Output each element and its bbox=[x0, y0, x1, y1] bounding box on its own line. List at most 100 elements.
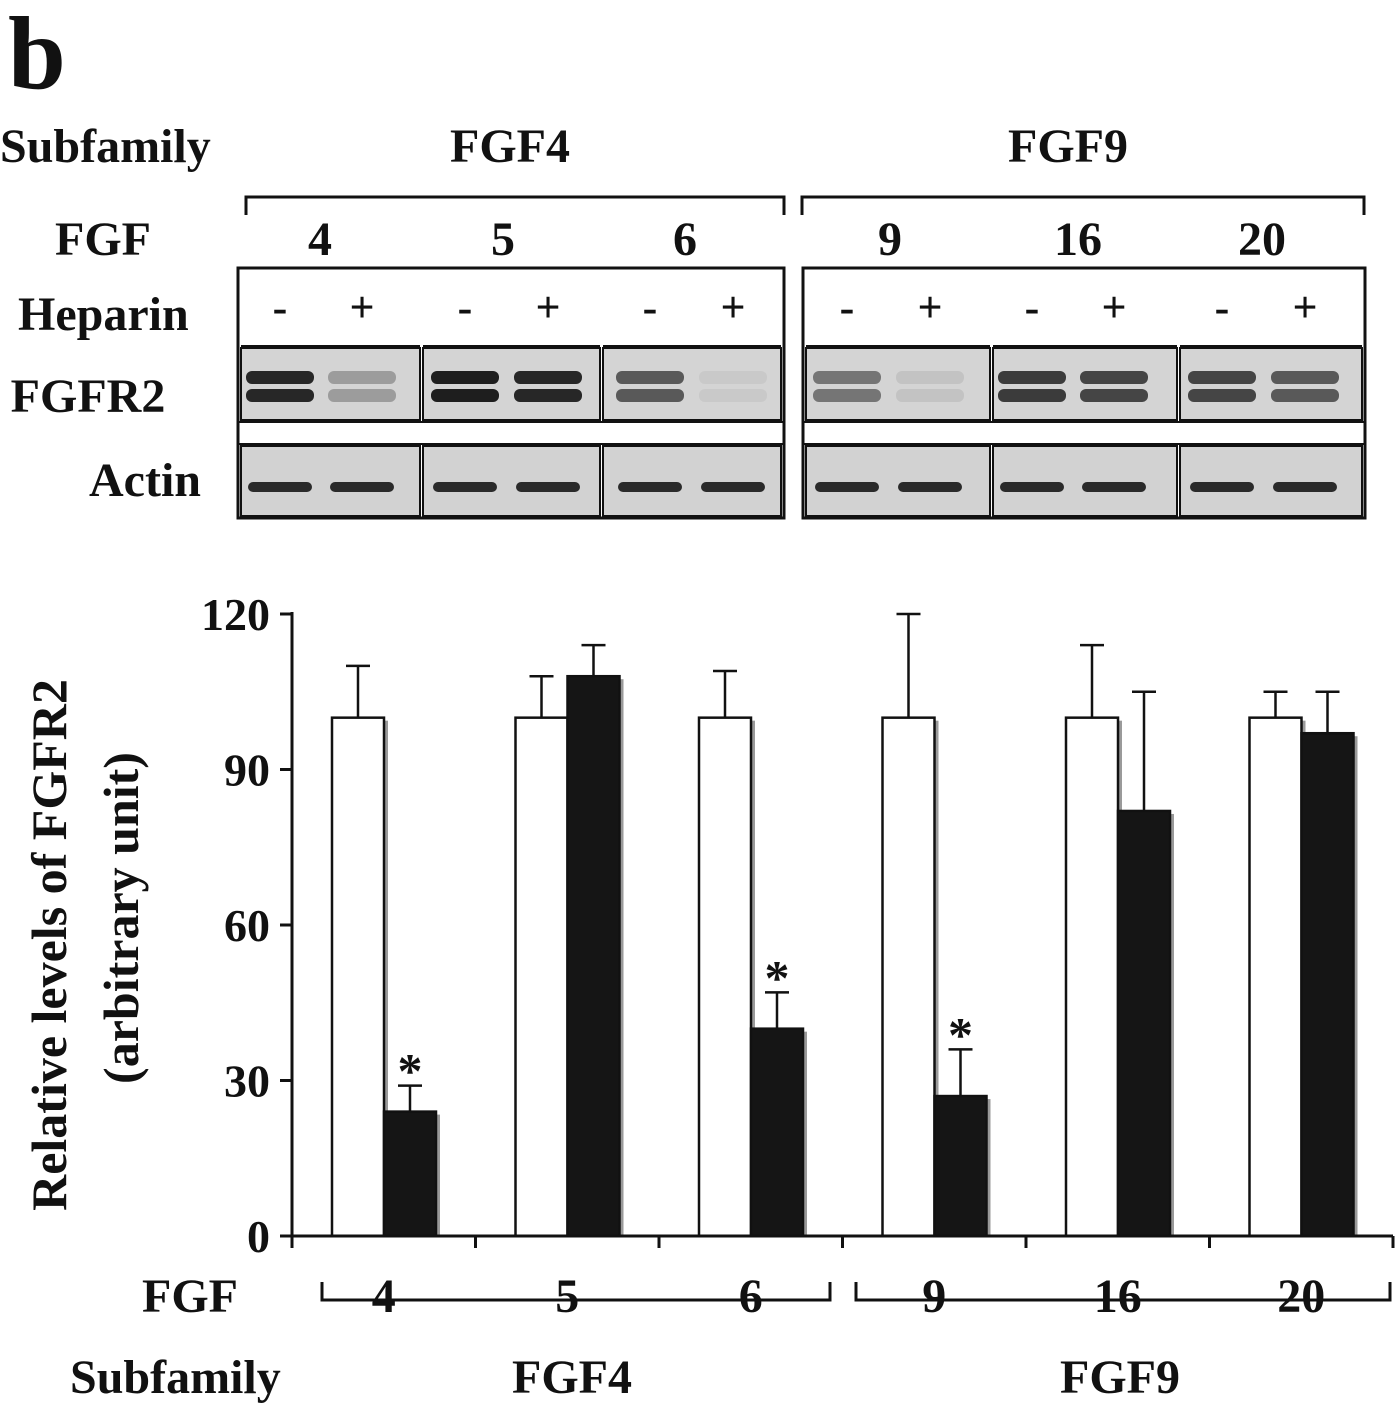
fgfr2-band-upper-0 bbox=[246, 371, 314, 384]
heparin-signs: - + - + - + - + - + - + bbox=[273, 283, 1318, 332]
heparin-sign-11: + bbox=[1292, 283, 1317, 332]
heparin-sign-9: + bbox=[1101, 283, 1126, 332]
heparin-sign-4: - bbox=[643, 283, 658, 332]
fgfr2-band-lower-2 bbox=[431, 389, 499, 402]
bar-5-0 bbox=[514, 716, 569, 1238]
heparin-sign-5: + bbox=[720, 283, 745, 332]
group-label-fgf9: FGF9 bbox=[1060, 1351, 1180, 1404]
fgfr2-band-upper-3 bbox=[514, 371, 582, 384]
chart-subfamily-label: Subfamily bbox=[70, 1351, 281, 1404]
actin-strip-0 bbox=[240, 445, 421, 517]
actin-band-0 bbox=[248, 482, 312, 492]
fgfr2-band-lower-10 bbox=[1188, 389, 1256, 402]
group-bracket-fgf9 bbox=[854, 1282, 1392, 1302]
fgfr2-band-lower-5 bbox=[699, 389, 767, 402]
blot-subfamily-fgf4: FGF4 bbox=[450, 120, 570, 173]
blot-fgf-9: 9 bbox=[878, 213, 902, 266]
x-tick-label-20: 20 bbox=[1277, 1270, 1325, 1323]
bar-6-0 bbox=[697, 716, 753, 1238]
bar-chart: Relative levels of FGFR2 (arbitrary unit… bbox=[21, 589, 1395, 1404]
y-axis-title-line2: (arbitrary unit) bbox=[93, 752, 149, 1084]
x-tick-label-9: 9 bbox=[922, 1270, 946, 1323]
heparin-sign-7: + bbox=[917, 283, 942, 332]
fgfr2-band-upper-2 bbox=[431, 371, 499, 384]
bar-6-1 bbox=[749, 1027, 805, 1238]
bar-20-1 bbox=[1300, 731, 1355, 1238]
bar-9-1 bbox=[933, 1094, 988, 1238]
bar-4-1 bbox=[382, 1110, 438, 1238]
bar-5-1 bbox=[566, 674, 621, 1238]
fgfr2-band-upper-7 bbox=[896, 371, 964, 384]
y-tick-label: 90 bbox=[224, 745, 270, 796]
blot-fgf-16: 16 bbox=[1054, 213, 1102, 266]
blot-subfamily-label: Subfamily bbox=[0, 120, 211, 173]
fgfr2-band-lower-6 bbox=[813, 389, 881, 402]
blot-bracket-fgf9 bbox=[800, 195, 1366, 215]
heparin-sign-3: + bbox=[535, 283, 560, 332]
actin-band-2 bbox=[433, 482, 497, 492]
fgfr2-band-lower-9 bbox=[1080, 389, 1148, 402]
western-blot: Subfamily FGF4 FGF9 FGF 4 5 6 9 16 20 He… bbox=[0, 120, 1367, 520]
significance-star-9: * bbox=[948, 1006, 973, 1062]
blot-bracket-fgf4 bbox=[244, 195, 786, 215]
x-tick-label-4: 4 bbox=[372, 1270, 396, 1323]
actin-band-6 bbox=[815, 482, 879, 492]
bar-20-0 bbox=[1248, 716, 1303, 1238]
fgfr2-band-upper-6 bbox=[813, 371, 881, 384]
actin-band-10 bbox=[1190, 482, 1254, 492]
actin-strip-5 bbox=[1179, 445, 1363, 517]
fgfr2-band-upper-5 bbox=[699, 371, 767, 384]
bar-4-0 bbox=[330, 716, 386, 1238]
fgfr2-band-upper-10 bbox=[1188, 371, 1256, 384]
y-tick-label: 120 bbox=[201, 589, 270, 640]
bar-16-1 bbox=[1116, 809, 1172, 1238]
fgfr2-band-lower-0 bbox=[246, 389, 314, 402]
blot-fgf-4: 4 bbox=[308, 213, 332, 266]
actin-strip-4 bbox=[992, 445, 1178, 517]
fgfr2-band-upper-1 bbox=[328, 371, 396, 384]
fgfr2-band-lower-3 bbox=[514, 389, 582, 402]
fgfr2-band-upper-8 bbox=[998, 371, 1066, 384]
significance-star-6: * bbox=[765, 949, 790, 1005]
blot-row-fgfr2-label: FGFR2 bbox=[11, 370, 166, 423]
bar-series: * * * bbox=[330, 612, 1358, 1238]
y-axis: 0 30 60 90 120 bbox=[201, 589, 294, 1262]
x-tick-label-16: 16 bbox=[1094, 1270, 1142, 1323]
fgfr2-band-lower-11 bbox=[1271, 389, 1339, 402]
blot-gap-left bbox=[241, 422, 781, 444]
y-tick-label: 60 bbox=[224, 900, 270, 951]
blot-fgf-label: FGF bbox=[55, 213, 151, 266]
y-tick-label: 0 bbox=[247, 1211, 270, 1262]
bar-9-0 bbox=[881, 716, 936, 1238]
actin-band-11 bbox=[1273, 482, 1337, 492]
actin-band-9 bbox=[1082, 482, 1146, 492]
significance-star-4: * bbox=[398, 1043, 423, 1099]
fgfr2-band-upper-4 bbox=[616, 371, 684, 384]
blot-subfamily-fgf9: FGF9 bbox=[1008, 120, 1128, 173]
actin-band-3 bbox=[516, 482, 580, 492]
heparin-sign-2: - bbox=[458, 283, 473, 332]
blot-strips bbox=[238, 345, 1365, 517]
fgfr2-band-lower-7 bbox=[896, 389, 964, 402]
actin-strip-1 bbox=[422, 445, 601, 517]
fgfr2-band-upper-11 bbox=[1271, 371, 1339, 384]
x-axis: 4 5 6 9 16 20 bbox=[290, 1234, 1395, 1323]
heparin-sign-10: - bbox=[1215, 283, 1230, 332]
actin-band-1 bbox=[330, 482, 394, 492]
actin-band-7 bbox=[898, 482, 962, 492]
heparin-sign-0: - bbox=[273, 283, 288, 332]
fgfr2-band-lower-8 bbox=[998, 389, 1066, 402]
blot-gap-right bbox=[806, 422, 1362, 444]
blot-heparin-label: Heparin bbox=[18, 288, 189, 341]
heparin-sign-1: + bbox=[349, 283, 374, 332]
y-axis-title-line1: Relative levels of FGFR2 bbox=[21, 679, 77, 1211]
fgfr2-band-lower-4 bbox=[616, 389, 684, 402]
group-label-fgf4: FGF4 bbox=[512, 1351, 632, 1404]
x-tick-label-5: 5 bbox=[555, 1270, 579, 1323]
y-tick-label: 30 bbox=[224, 1056, 270, 1107]
bar-16-0 bbox=[1064, 716, 1120, 1238]
actin-band-4 bbox=[618, 482, 682, 492]
fgfr2-band-lower-1 bbox=[328, 389, 396, 402]
actin-band-8 bbox=[1000, 482, 1064, 492]
